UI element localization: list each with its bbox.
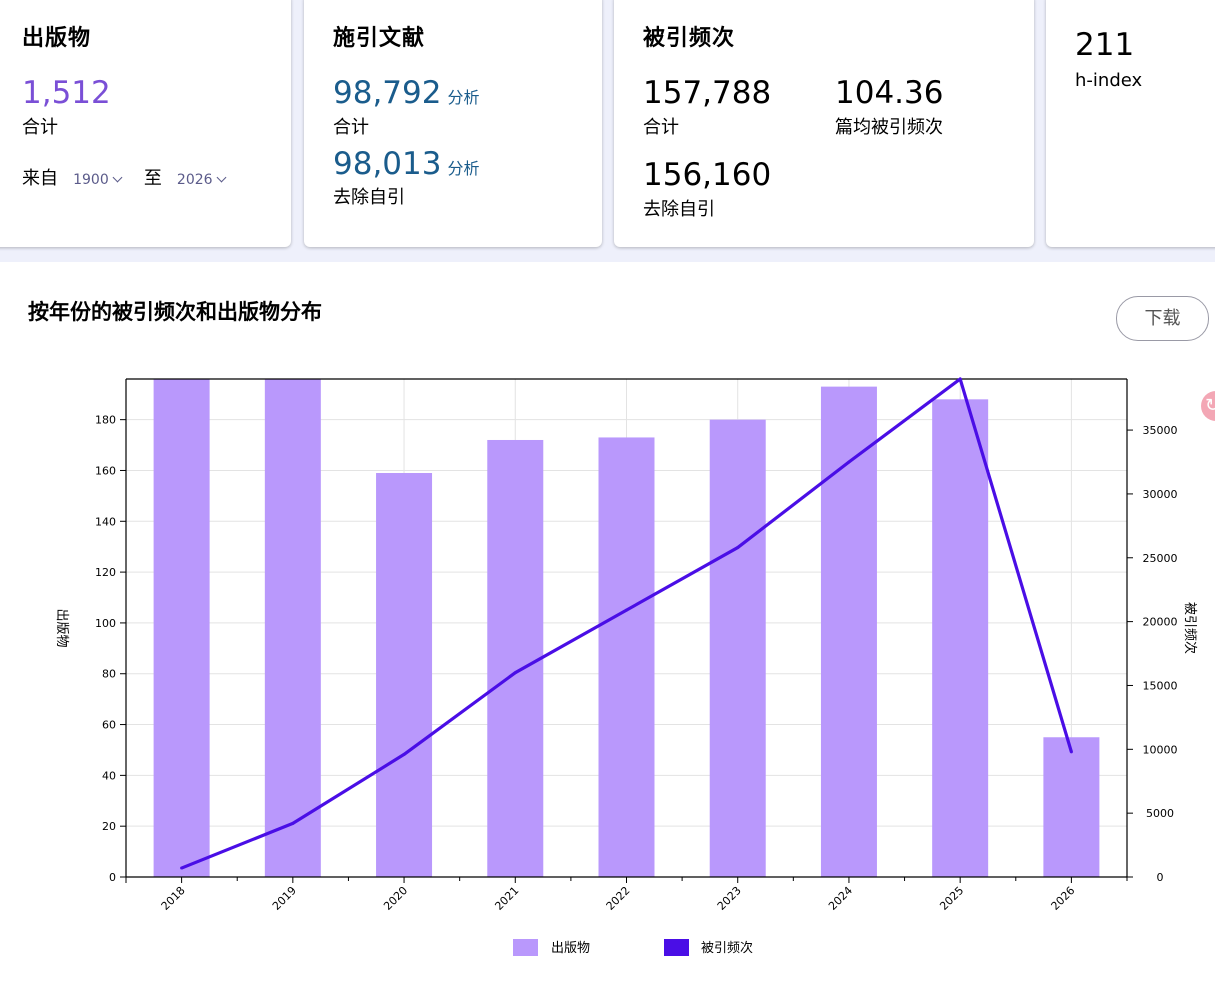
y-tick-label: 180 <box>95 414 116 427</box>
cited-excl: 156,160 <box>643 157 772 193</box>
legend-label-citations: 被引频次 <box>701 940 753 956</box>
hindex-label: h-index <box>1075 70 1143 91</box>
bar-2026 <box>1043 737 1100 877</box>
x-tick-label: 2022 <box>604 884 633 913</box>
citations-point-2019 <box>291 821 295 825</box>
citing-excl-label: 去除自引 <box>333 187 405 208</box>
citing-total: 98,792 <box>333 75 442 111</box>
y-tick-label: 140 <box>95 515 116 528</box>
publications-title: 出版物 <box>22 26 92 51</box>
x-tick-label: 2021 <box>492 884 521 913</box>
bar-2021 <box>487 439 544 877</box>
y-tick-label: 40 <box>102 769 116 782</box>
citing-excl-row: 98,013 分析 <box>333 147 480 181</box>
to-label: 至 <box>143 168 162 189</box>
y2-tick-label: 20000 <box>1143 616 1178 629</box>
cited-total-label: 合计 <box>643 117 679 138</box>
publications-total: 1,512 <box>22 75 111 111</box>
from-year-value: 1900 <box>73 172 109 188</box>
x-tick-label: 2023 <box>715 884 744 913</box>
y2-tick-label: 0 <box>1157 871 1164 884</box>
citations-point-2021 <box>513 671 517 675</box>
y2-tick-label: 30000 <box>1143 488 1178 501</box>
y-tick-label: 100 <box>95 617 116 630</box>
y2-axis-title: 被引频次 <box>1182 602 1198 654</box>
publications-card: 出版物 1,512 合计 来自 1900 至 2026 <box>0 0 291 247</box>
cited-avg: 104.36 <box>835 75 944 111</box>
cited-card: 被引频次 157,788 合计 104.36 篇均被引频次 156,160 去除… <box>614 0 1034 247</box>
x-tick-label: 2026 <box>1049 884 1078 913</box>
y-tick-label: 60 <box>102 719 116 732</box>
citations-point-2022 <box>625 608 628 612</box>
citing-total-label: 合计 <box>333 117 369 138</box>
x-tick-label: 2020 <box>381 884 410 913</box>
cited-title: 被引频次 <box>643 26 736 51</box>
refresh-icon[interactable]: ↻ <box>1201 391 1215 421</box>
citations-line <box>181 377 1073 870</box>
download-button[interactable]: 下载 <box>1116 296 1209 341</box>
y2-tick-label: 15000 <box>1143 679 1178 692</box>
citing-excl-analyze-link[interactable]: 分析 <box>447 159 480 178</box>
bar-2024 <box>820 386 877 877</box>
legend-swatch-citations <box>664 939 689 956</box>
bar-2020 <box>376 473 433 877</box>
bar-2025 <box>932 399 989 877</box>
y2-tick-label: 5000 <box>1146 807 1174 820</box>
hindex-value: 211 <box>1075 27 1135 63</box>
from-year-select[interactable]: 1900 <box>73 172 123 188</box>
y-tick-label: 20 <box>102 820 116 833</box>
y-axis-title: 出版物 <box>54 608 69 647</box>
cited-excl-label: 去除自引 <box>643 199 715 220</box>
chevron-down-icon <box>112 172 123 183</box>
to-year-value: 2026 <box>176 172 213 188</box>
citing-total-row: 98,792 分析 <box>333 76 480 110</box>
citations-point-2023 <box>736 546 740 550</box>
year-range: 来自 1900 至 2026 <box>22 168 227 190</box>
x-tick-label: 2025 <box>937 884 966 913</box>
y2-tick-label: 25000 <box>1143 552 1178 565</box>
cited-avg-label: 篇均被引频次 <box>835 117 943 138</box>
citing-card: 施引文献 98,792 分析 合计 98,013 分析 去除自引 <box>304 0 602 247</box>
hindex-card: 211 h-index <box>1046 0 1215 247</box>
chart-section-title: 按年份的被引频次和出版物分布 <box>28 300 322 324</box>
bar-2018 <box>153 379 210 877</box>
legend-label-publications: 出版物 <box>551 941 590 956</box>
from-label: 来自 <box>22 168 58 189</box>
y2-tick-label: 35000 <box>1143 424 1178 437</box>
y-tick-label: 120 <box>95 566 116 579</box>
y-tick-label: 80 <box>102 668 116 681</box>
legend-swatch-publications <box>513 939 538 956</box>
citing-excl: 98,013 <box>333 146 442 182</box>
y-tick-label: 160 <box>95 464 116 477</box>
x-tick-label: 2018 <box>159 884 188 913</box>
citations-point-2024 <box>847 460 851 464</box>
y-tick-label: 0 <box>109 871 116 884</box>
bar-2022 <box>598 437 655 877</box>
citations-point-2020 <box>402 752 406 756</box>
chevron-down-icon <box>216 172 227 183</box>
bar-2023 <box>709 419 766 877</box>
y2-tick-label: 10000 <box>1143 743 1178 756</box>
x-tick-label: 2019 <box>270 884 299 913</box>
to-year-select[interactable]: 2026 <box>176 172 227 188</box>
publications-total-label: 合计 <box>22 117 58 138</box>
citations-point-2026 <box>1069 750 1073 754</box>
citing-title: 施引文献 <box>333 26 426 51</box>
x-tick-label: 2024 <box>826 884 855 913</box>
cited-total: 157,788 <box>643 75 772 111</box>
citations-point-2025 <box>958 377 962 381</box>
citations-point-2018 <box>180 866 184 870</box>
citing-analyze-link[interactable]: 分析 <box>447 88 480 107</box>
bar-2019 <box>264 379 321 877</box>
